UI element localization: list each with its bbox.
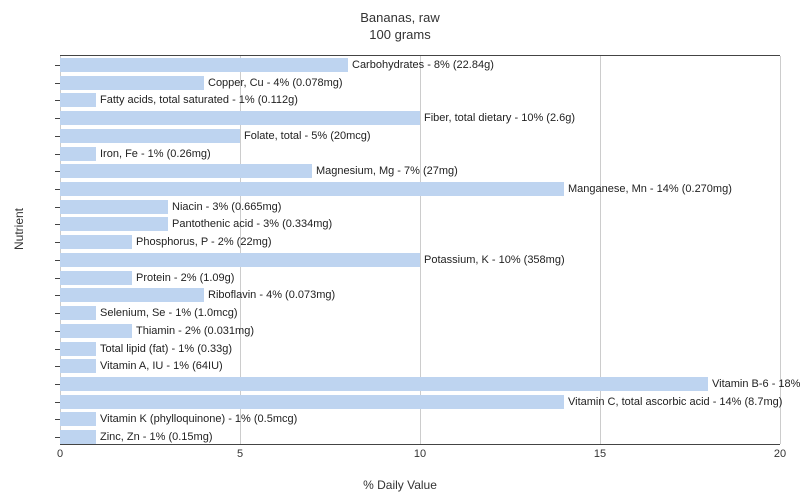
nutrient-bar-label: Vitamin K (phylloquinone) - 1% (0.5mcg)	[96, 412, 297, 426]
nutrient-bar-label: Vitamin B-6 - 18% (0.367mg)	[708, 377, 800, 391]
y-tick	[55, 278, 60, 279]
y-tick	[55, 366, 60, 367]
nutrient-bar	[60, 253, 420, 267]
nutrient-bar-label: Fatty acids, total saturated - 1% (0.112…	[96, 93, 298, 107]
nutrient-bar	[60, 164, 312, 178]
chart-title-line2: 100 grams	[0, 27, 800, 44]
nutrient-bar-label: Riboflavin - 4% (0.073mg)	[204, 288, 335, 302]
y-tick	[55, 260, 60, 261]
nutrient-bar-label: Magnesium, Mg - 7% (27mg)	[312, 164, 458, 178]
y-tick	[55, 154, 60, 155]
nutrient-bar-label: Total lipid (fat) - 1% (0.33g)	[96, 342, 232, 356]
nutrient-bar	[60, 271, 132, 285]
x-tick-label: 10	[414, 448, 426, 460]
nutrient-bar-label: Folate, total - 5% (20mcg)	[240, 129, 371, 143]
nutrient-bar-label: Pantothenic acid - 3% (0.334mg)	[168, 217, 332, 231]
nutrient-bar	[60, 235, 132, 249]
nutrient-bar	[60, 412, 96, 426]
y-tick	[55, 295, 60, 296]
nutrient-bar-label: Fiber, total dietary - 10% (2.6g)	[420, 111, 575, 125]
nutrient-bar	[60, 430, 96, 444]
y-axis-label: Nutrient	[12, 208, 26, 250]
nutrient-bar-label: Copper, Cu - 4% (0.078mg)	[204, 76, 343, 90]
nutrient-bar	[60, 147, 96, 161]
nutrient-bar	[60, 306, 96, 320]
y-tick	[55, 118, 60, 119]
nutrient-bar	[60, 93, 96, 107]
nutrient-bar-label: Manganese, Mn - 14% (0.270mg)	[564, 182, 732, 196]
nutrient-bar-label: Phosphorus, P - 2% (22mg)	[132, 235, 272, 249]
nutrient-bar	[60, 288, 204, 302]
chart-title: Bananas, raw 100 grams	[0, 10, 800, 44]
y-tick	[55, 171, 60, 172]
nutrient-bar	[60, 129, 240, 143]
y-tick	[55, 402, 60, 403]
chart-title-line1: Bananas, raw	[0, 10, 800, 27]
y-tick	[55, 100, 60, 101]
nutrient-chart: Bananas, raw 100 grams Nutrient Carbohyd…	[0, 0, 800, 500]
nutrient-bar	[60, 76, 204, 90]
y-tick	[55, 313, 60, 314]
y-tick	[55, 207, 60, 208]
y-tick	[55, 224, 60, 225]
nutrient-bar	[60, 359, 96, 373]
nutrient-bar	[60, 111, 420, 125]
nutrient-bar	[60, 377, 708, 391]
x-tick-label: 5	[237, 448, 243, 460]
nutrient-bar	[60, 324, 132, 338]
y-tick	[55, 136, 60, 137]
y-tick	[55, 419, 60, 420]
nutrient-bar	[60, 182, 564, 196]
y-tick	[55, 83, 60, 84]
nutrient-bar-label: Zinc, Zn - 1% (0.15mg)	[96, 430, 212, 444]
nutrient-bar-label: Thiamin - 2% (0.031mg)	[132, 324, 254, 338]
nutrient-bar-label: Vitamin C, total ascorbic acid - 14% (8.…	[564, 395, 782, 409]
x-tick-label: 20	[774, 448, 786, 460]
x-tick-label: 0	[57, 448, 63, 460]
y-tick	[55, 437, 60, 438]
y-tick	[55, 65, 60, 66]
x-axis-label: % Daily Value	[0, 478, 800, 492]
nutrient-bar-label: Iron, Fe - 1% (0.26mg)	[96, 147, 211, 161]
nutrient-bar	[60, 395, 564, 409]
nutrient-bar-label: Potassium, K - 10% (358mg)	[420, 253, 565, 267]
nutrient-bar	[60, 58, 348, 72]
nutrient-bar-label: Carbohydrates - 8% (22.84g)	[348, 58, 494, 72]
nutrient-bar	[60, 342, 96, 356]
plot-area: Carbohydrates - 8% (22.84g) Copper, Cu - …	[60, 55, 780, 445]
nutrient-bar-label: Niacin - 3% (0.665mg)	[168, 200, 281, 214]
y-tick	[55, 384, 60, 385]
nutrient-bar-label: Vitamin A, IU - 1% (64IU)	[96, 359, 223, 373]
y-tick	[55, 349, 60, 350]
nutrient-bar-label: Selenium, Se - 1% (1.0mcg)	[96, 306, 238, 320]
y-tick	[55, 242, 60, 243]
nutrient-bar	[60, 200, 168, 214]
nutrient-bar	[60, 217, 168, 231]
y-tick	[55, 189, 60, 190]
y-tick	[55, 331, 60, 332]
x-tick-label: 15	[594, 448, 606, 460]
nutrient-bar-label: Protein - 2% (1.09g)	[132, 271, 234, 285]
